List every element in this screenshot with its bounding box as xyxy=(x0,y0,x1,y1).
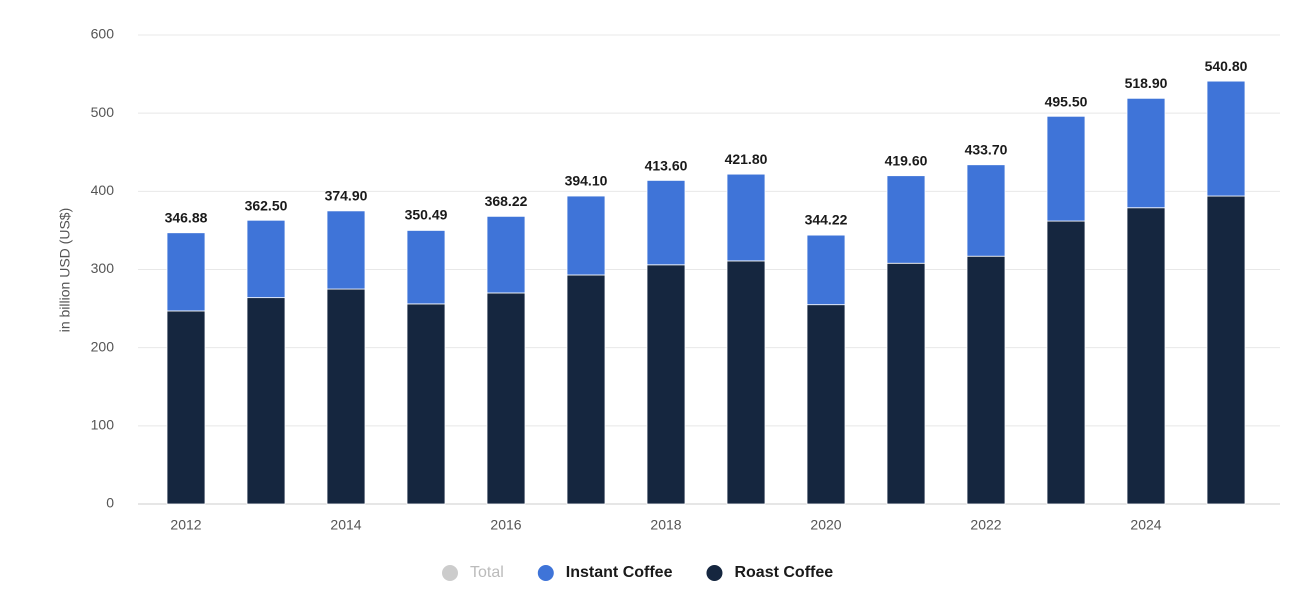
bar-segment xyxy=(486,215,526,294)
value-label: 344.22 xyxy=(805,212,848,228)
x-tick-label: 2024 xyxy=(1130,517,1161,533)
y-tick-label: 100 xyxy=(91,417,115,433)
x-tick-label: 2012 xyxy=(170,517,201,533)
bar-segment xyxy=(246,297,286,505)
bar-segment xyxy=(166,232,206,312)
bar-segment xyxy=(646,264,686,505)
bar-segment xyxy=(966,255,1006,505)
value-label: 518.90 xyxy=(1125,75,1168,91)
bar-segment xyxy=(166,310,206,505)
value-label: 374.90 xyxy=(325,188,368,204)
value-label: 368.22 xyxy=(485,193,528,209)
value-label: 394.10 xyxy=(565,173,608,189)
bar-segment xyxy=(1206,195,1246,505)
x-tick-label: 2016 xyxy=(490,517,521,533)
bar-segment xyxy=(646,179,686,266)
legend-marker[interactable] xyxy=(537,565,554,581)
bar-segment xyxy=(1126,207,1166,505)
value-label: 433.70 xyxy=(965,142,1008,158)
bar-segment xyxy=(486,292,526,505)
value-label: 540.80 xyxy=(1205,58,1248,74)
legend-label[interactable]: Total xyxy=(470,564,504,581)
bar-segment xyxy=(886,175,926,264)
x-tick-label: 2020 xyxy=(810,517,841,533)
value-label: 362.50 xyxy=(245,197,288,213)
bar-segment xyxy=(1126,97,1166,209)
bar-segment xyxy=(806,304,846,505)
bar-segment xyxy=(566,274,606,505)
y-tick-label: 300 xyxy=(91,260,115,276)
y-tick-label: 600 xyxy=(91,26,115,42)
bar-segment xyxy=(966,164,1006,257)
x-tick-label: 2014 xyxy=(330,517,361,533)
bar-segment xyxy=(1046,220,1086,505)
bar-segment xyxy=(326,288,366,505)
y-tick-label: 400 xyxy=(91,182,115,198)
legend-label[interactable]: Roast Coffee xyxy=(734,564,833,581)
value-label: 346.88 xyxy=(165,210,208,226)
bar-segment xyxy=(1046,115,1086,222)
y-tick-label: 200 xyxy=(91,338,115,354)
legend-label[interactable]: Instant Coffee xyxy=(566,564,673,581)
value-label: 421.80 xyxy=(725,151,768,167)
bar-segment xyxy=(566,195,606,276)
value-label: 413.60 xyxy=(645,157,688,173)
bar-segment xyxy=(1206,80,1246,197)
value-label: 350.49 xyxy=(405,207,448,223)
y-axis-title: in billion USD (US$) xyxy=(57,208,73,332)
value-label: 419.60 xyxy=(885,153,928,169)
legend-marker[interactable] xyxy=(442,565,458,581)
bar-segment xyxy=(726,260,766,505)
y-tick-label: 0 xyxy=(106,495,114,511)
bar-segment xyxy=(886,262,926,505)
bar-segment xyxy=(326,210,366,290)
bar-segment xyxy=(806,234,846,306)
y-tick-label: 500 xyxy=(91,104,115,120)
x-tick-label: 2018 xyxy=(650,517,681,533)
x-tick-label: 2022 xyxy=(970,517,1001,533)
bar-segment xyxy=(406,230,446,305)
bar-segment xyxy=(246,219,286,299)
value-label: 495.50 xyxy=(1045,93,1088,109)
legend-marker[interactable] xyxy=(706,565,723,581)
bar-segment xyxy=(406,303,446,505)
bar-segment xyxy=(726,173,766,262)
